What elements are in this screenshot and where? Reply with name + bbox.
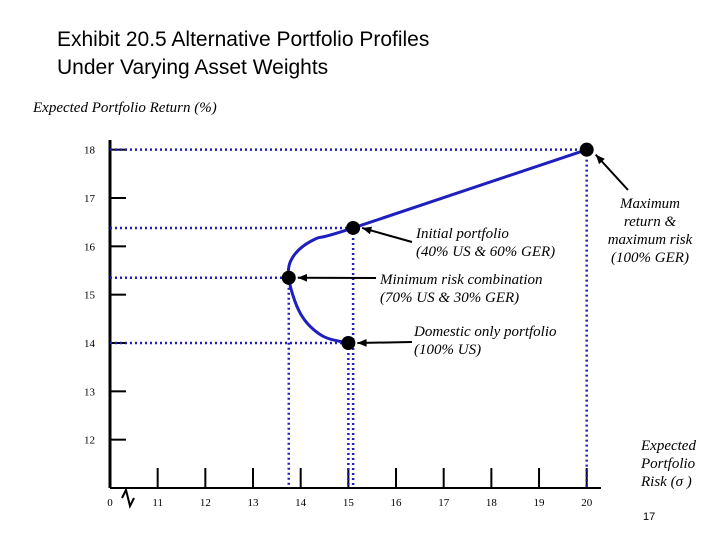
y-tick-label: 18 — [84, 145, 96, 157]
annotation: Initial portfolio — [415, 226, 509, 242]
x-tick-label: 16 — [391, 497, 403, 509]
portfolio-point — [579, 142, 594, 157]
y-tick-label: 16 — [84, 241, 96, 253]
x-axis-title: Portfolio — [640, 456, 696, 472]
annotation: (70% US & 30% GER) — [380, 290, 519, 306]
annotation: (100% GER) — [611, 250, 689, 266]
axis-break — [121, 487, 135, 509]
x-tick-label: 18 — [486, 497, 498, 509]
chart-title: Exhibit 20.5 Alternative Portfolio Profi… — [57, 28, 429, 51]
annotation: return & — [624, 214, 677, 230]
portfolio-point — [346, 220, 361, 235]
y-tick-label: 12 — [84, 435, 95, 447]
portfolio-point — [341, 336, 356, 350]
y-tick-label: 14 — [84, 338, 96, 350]
x-tick-label: 13 — [248, 497, 260, 509]
page-number: 17 — [643, 511, 655, 523]
x-tick-label: 14 — [295, 497, 307, 509]
arrow-head — [595, 154, 605, 165]
annotation: (100% US) — [414, 342, 481, 358]
x-axis-title: Risk (σ ) — [640, 474, 692, 490]
arrow-head — [357, 338, 367, 347]
annotation: Domestic only portfolio — [413, 324, 557, 340]
annotation: (40% US & 60% GER) — [416, 244, 555, 260]
x-tick-label: 17 — [438, 497, 450, 509]
x-tick-label: 0 — [107, 497, 113, 509]
annotation: Minimum risk combination — [379, 272, 543, 288]
y-axis-title: Expected Portfolio Return (%) — [32, 100, 217, 116]
y-tick-label: 17 — [84, 193, 96, 205]
annotation: Maximum — [619, 196, 680, 212]
annotation: maximum risk — [608, 232, 693, 248]
y-tick-label: 13 — [84, 386, 96, 398]
chart-title: Under Varying Asset Weights — [57, 56, 328, 79]
x-tick-label: 12 — [200, 497, 211, 509]
x-axis-title: Expected — [640, 438, 696, 454]
arrow-head — [297, 273, 307, 282]
y-tick-label: 15 — [84, 290, 96, 302]
x-tick-label: 15 — [343, 497, 355, 509]
portfolio-point — [281, 270, 296, 285]
x-tick-label: 11 — [152, 497, 163, 509]
x-tick-label: 20 — [581, 497, 593, 509]
arrow-head — [362, 226, 373, 235]
x-tick-label: 19 — [534, 497, 546, 509]
